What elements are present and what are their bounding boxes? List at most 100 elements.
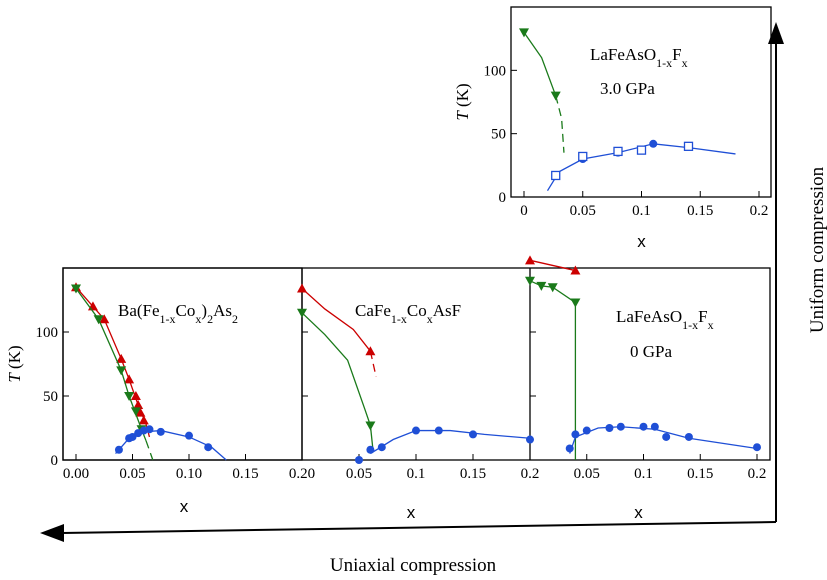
x-axis-label: x [180, 497, 189, 516]
x-tick-label: 0.2 [750, 203, 769, 219]
data-point-triangle-up [99, 314, 110, 324]
y-axis-label: T (K) [453, 83, 472, 120]
uniform-compression-label: Uniform compression [807, 166, 827, 333]
data-point-circle [469, 430, 477, 439]
x-tick-label: 0.15 [687, 466, 713, 482]
chart-cafeco: 0.05 0.1 0.15 0.2 x [297, 283, 539, 522]
data-point-triangle-down [547, 283, 558, 293]
x-tick-label: 0.15 [460, 466, 486, 482]
chart-panels: 0 0.05 0.1 0.15 0.2 0 50 100 x T (K) 0.00 0.05 0.10 0… [5, 6, 772, 522]
y-tick-label: 100 [484, 63, 507, 79]
data-point-circle [156, 427, 165, 436]
data-point-triangle-down [525, 276, 535, 286]
data-point-triangle-down [550, 91, 561, 101]
data-point-triangle-up [116, 353, 127, 363]
data-point-circle [753, 443, 761, 452]
series-line-blue [370, 429, 531, 455]
x-tick-label: 0.05 [119, 466, 145, 482]
y-tick-label: 100 [36, 325, 59, 341]
title-lafeaso-0gpa: LaFeAsO1-xFx [616, 307, 714, 332]
plot-frame [62, 267, 303, 461]
title-lafeaso-3gpa: LaFeAsO1-xFx [590, 45, 688, 70]
data-point-triangle-down [519, 28, 529, 38]
data-point-circle [650, 422, 659, 431]
data-point-triangle-down [570, 298, 581, 308]
data-point-circle [662, 432, 671, 441]
x-tick-label: 0.05 [574, 466, 600, 482]
data-point-triangle-down [124, 392, 135, 401]
data-point-triangle-up [525, 255, 535, 265]
x-axis-label: x [637, 232, 646, 251]
x-axis-label: x [407, 503, 416, 522]
data-point-triangle-down [130, 407, 141, 417]
data-point-circle [355, 456, 363, 464]
x-tick-label: 0.15 [687, 203, 713, 219]
data-point-circle [605, 424, 614, 432]
data-point-circle [684, 432, 693, 441]
plot-frame [510, 6, 772, 198]
data-point-square [613, 146, 623, 157]
data-point-triangle-up [130, 391, 141, 400]
x-tick-label: 0.1 [634, 466, 653, 482]
data-point-triangle-down [71, 284, 81, 294]
data-point-triangle-up [133, 399, 144, 409]
data-point-circle [366, 445, 375, 454]
data-point-triangle-up [135, 407, 146, 417]
data-point-square [636, 145, 647, 155]
data-point-circle [434, 426, 443, 435]
data-point-triangle-up [570, 265, 581, 275]
series-line-green [301, 312, 374, 448]
data-point-circle [571, 430, 580, 439]
chart-lafeaso-0gpa: 0.05 0.1 0.15 0.2 x [525, 255, 766, 522]
data-point-circle [565, 444, 574, 453]
data-point-square [551, 170, 561, 181]
data-point-circle [204, 443, 213, 452]
data-point-circle [639, 422, 648, 431]
data-point-circle [582, 426, 591, 435]
series-dashed-red [369, 351, 377, 377]
data-point-square [683, 141, 694, 151]
uniform-arrow-head [768, 22, 784, 44]
y-tick-label: 0 [51, 453, 59, 469]
data-point-square [578, 151, 588, 162]
data-point-triangle-up [138, 415, 149, 425]
title-cafeco: CaFe1-xCoxAsF [355, 301, 461, 326]
data-point-circle [145, 425, 154, 434]
data-point-circle [185, 431, 193, 440]
data-point-circle [616, 422, 625, 431]
chart-lafeaso-3gpa: 0 0.05 0.1 0.15 0.2 0 50 100 x T (K) [453, 6, 772, 251]
series-line-green [529, 280, 577, 460]
data-point-circle [114, 445, 123, 454]
y-tick-label: 50 [491, 127, 506, 143]
x-tick-label: 0.2 [748, 466, 767, 482]
title-bafeco: Ba(Fe1-xCox)2As2 [118, 301, 238, 326]
data-point-circle [649, 139, 658, 148]
data-point-circle [412, 426, 420, 435]
series-line-red [529, 259, 576, 272]
series-line-blue [569, 426, 758, 454]
data-point-triangle-down [536, 281, 547, 291]
data-point-triangle-up [124, 374, 135, 384]
x-axis-label: x [634, 503, 643, 522]
x-tick-label: 0.05 [570, 203, 596, 219]
data-point-circle [128, 432, 137, 441]
x-tick-label: 0.05 [346, 466, 372, 482]
data-point-circle [526, 435, 534, 444]
x-tick-label: 0.10 [176, 466, 202, 482]
series-line-red [301, 287, 371, 352]
series-dashed-green [145, 440, 154, 461]
x-tick-label: 0.00 [63, 466, 89, 482]
y-tick-label: 0 [499, 190, 507, 206]
x-tick-label: 0.1 [632, 203, 651, 219]
data-point-triangle-down [365, 421, 376, 431]
series-line-green [523, 31, 557, 96]
chart-bafeco: 0.00 0.05 0.10 0.15 0.20 0 50 100 x T (K) [5, 267, 315, 516]
subtitle-lafeaso-3gpa: 3.0 GPa [600, 79, 655, 98]
series-dashed-green [555, 95, 565, 153]
data-point-triangle-down [116, 366, 127, 376]
uniaxial-arrow-head [40, 524, 64, 542]
subtitle-lafeaso-0gpa: 0 GPa [630, 342, 672, 361]
data-point-triangle-down [93, 315, 104, 325]
y-axis-label: T (K) [5, 345, 24, 382]
